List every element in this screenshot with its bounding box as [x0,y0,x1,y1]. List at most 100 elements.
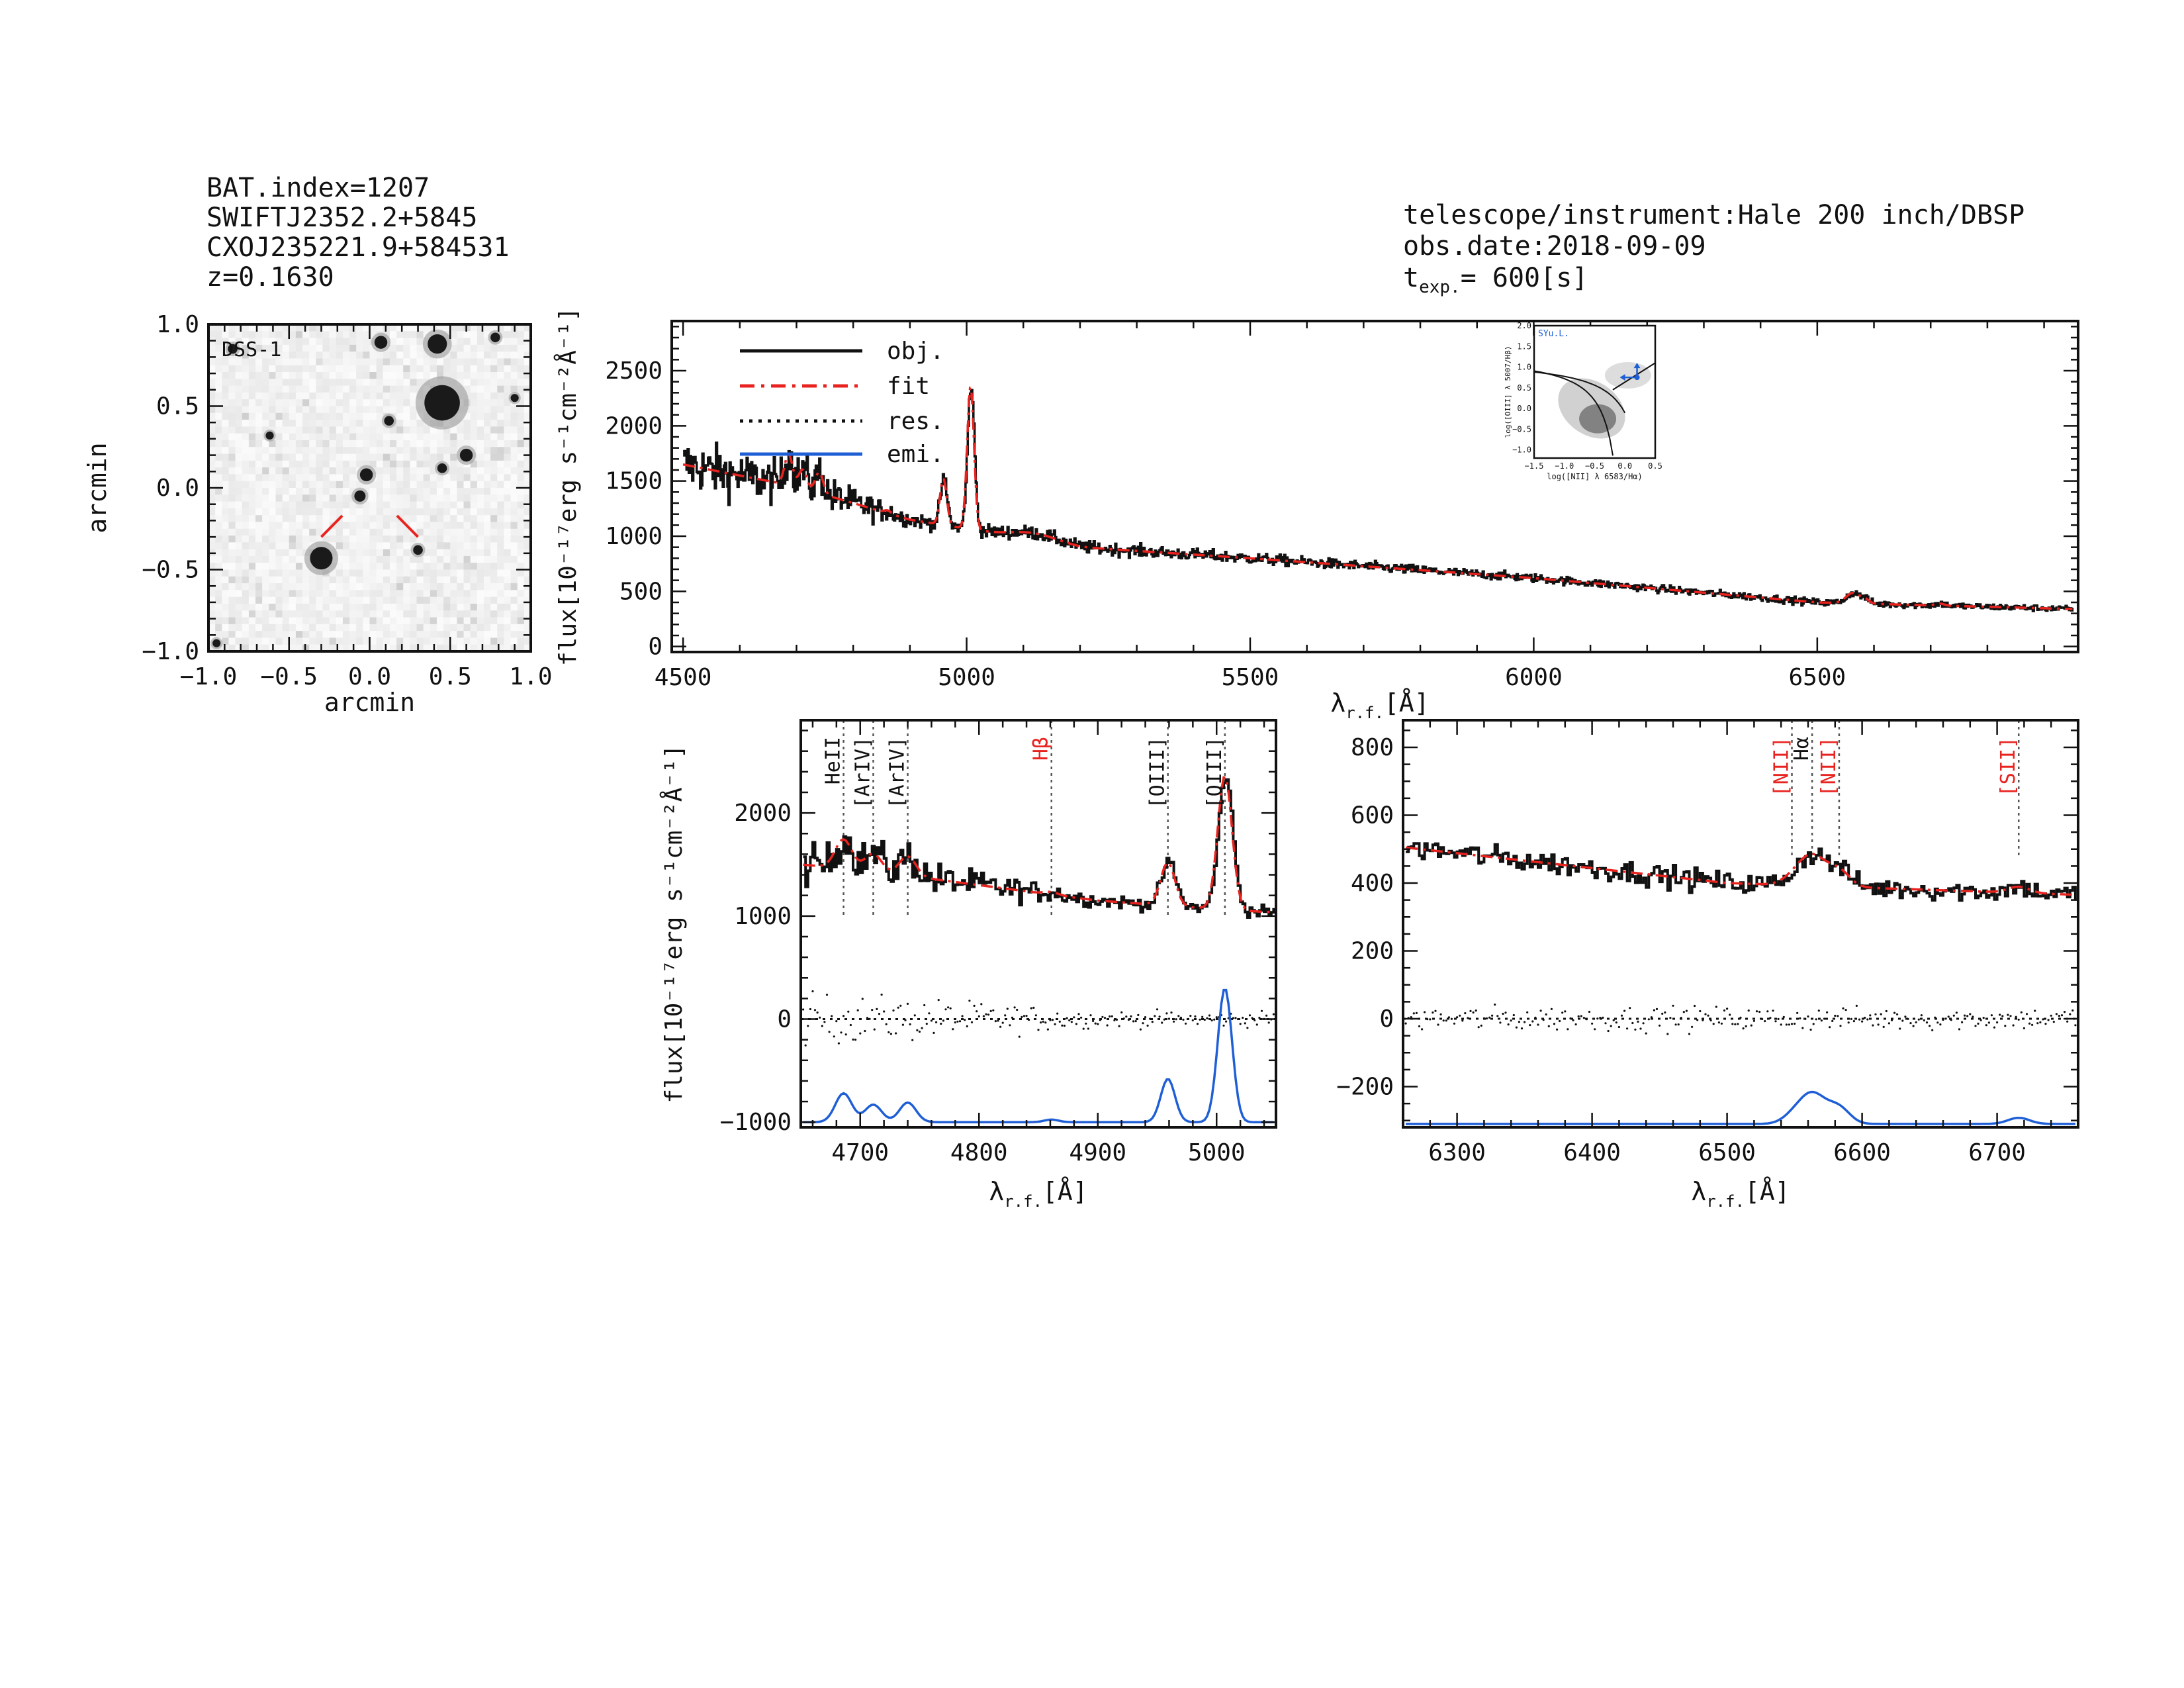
halpha_zoom-residual-dot [1817,1009,1820,1012]
image-pixel [309,522,316,530]
image-pixel [443,637,451,645]
image-pixel [523,447,531,455]
image-pixel [470,358,478,366]
image-pixel [403,583,410,590]
hbeta_zoom-residual-dot [925,1023,928,1025]
header-swift-name: SWIFTJ2352.2+5845 [206,203,478,233]
image-pixel [242,555,250,563]
image-pixel [410,644,418,652]
image-pixel [248,447,256,455]
image-pixel [349,474,357,482]
halpha_zoom-residual-dot [1550,1008,1553,1010]
image-pixel [470,338,478,346]
hbeta_zoom-residual-dot [1137,1013,1140,1016]
image-pixel [222,576,230,584]
image-pixel [396,344,404,352]
image-pixel [523,324,531,332]
image-pixel [383,501,390,509]
hbeta_zoom-residual-dot [1092,1019,1095,1022]
image-pixel [255,637,263,645]
image-pixel [450,453,457,461]
image-pixel [363,624,371,632]
image-pixel [322,501,330,509]
image-pixel [302,453,310,461]
halpha_zoom-residual-dot [1529,1024,1531,1027]
image-pixel [504,372,512,379]
halpha_zoom-residual-dot [1964,1014,1966,1017]
image-pixel [336,542,343,550]
hbeta_zoom-residual-dot [1025,1015,1028,1017]
image-pixel [510,528,518,536]
halpha_zoom-residual-dot [1615,1021,1617,1024]
image-pixel [289,338,296,346]
image-pixel [436,610,444,618]
image-pixel [342,379,350,387]
full-spectrum-xtick-label: 5000 [938,664,995,691]
image-pixel [316,392,324,400]
image-pixel [242,644,250,652]
image-pixel [329,515,337,523]
image-pixel [349,501,357,509]
image-pixel [322,392,330,400]
hbeta_zoom-residual-dot [1272,1013,1275,1015]
image-pixel [329,576,337,584]
image-pixel [383,433,390,441]
image-pixel [215,624,222,632]
image-pixel [517,494,525,502]
image-pixel [336,379,343,387]
image-pixel [396,617,404,625]
image-pixel [443,481,451,489]
image-pixel [295,365,303,373]
full-spectrum-fit [682,386,2073,610]
image-pixel [497,549,505,557]
hbeta_zoom-residual-dot [901,1023,904,1026]
halpha_zoom-residual-dot [1755,1010,1758,1013]
image-pixel [356,365,363,373]
image-pixel [389,583,397,590]
hbeta_zoom-residual-dot [1070,1021,1073,1023]
image-pixel [376,453,384,461]
image-pixel [396,379,404,387]
image-pixel [269,460,277,468]
halpha_zoom-residual-dot [1747,1009,1750,1012]
image-pixel [457,488,465,495]
image-pixel [517,576,525,584]
image-pixel [282,385,290,393]
image-pixel [208,447,216,455]
image-pixel [262,631,269,639]
image-pixel [376,385,384,393]
image-pixel [517,501,525,509]
image-pixel [248,406,256,414]
bpt-ytick-label: 2.0 [1517,321,1531,330]
image-pixel [242,399,250,407]
image-pixel [389,603,397,611]
halpha_zoom-residual-dot [1852,1020,1855,1023]
halpha_zoom-residual-dot [1752,1019,1755,1022]
image-pixel [282,481,290,489]
halpha_zoom-plot-area [1403,720,2078,1125]
image-pixel [356,542,363,550]
image-pixel [450,536,457,543]
image-pixel [295,583,303,590]
hbeta_zoom-residual-dot [1239,1023,1242,1025]
image-pixel [356,372,363,379]
image-pixel [235,460,243,468]
image-pixel [363,583,371,590]
image-pixel [235,563,243,571]
halpha_zoom-ytick-label: 600 [1351,802,1394,829]
image-pixel [517,412,525,420]
image-pixel [430,583,437,590]
image-pixel [255,583,263,590]
image-pixel [215,352,222,359]
image-pixel [336,610,343,618]
image-pixel [457,365,465,373]
image-pixel [504,420,512,427]
image-pixel [389,358,397,366]
image-pixel [463,324,471,332]
image-pixel [295,536,303,543]
image-pixel [463,590,471,598]
image-pixel [248,385,256,393]
halpha_zoom-residual-dot [1750,1024,1752,1027]
image-pixel [342,426,350,434]
